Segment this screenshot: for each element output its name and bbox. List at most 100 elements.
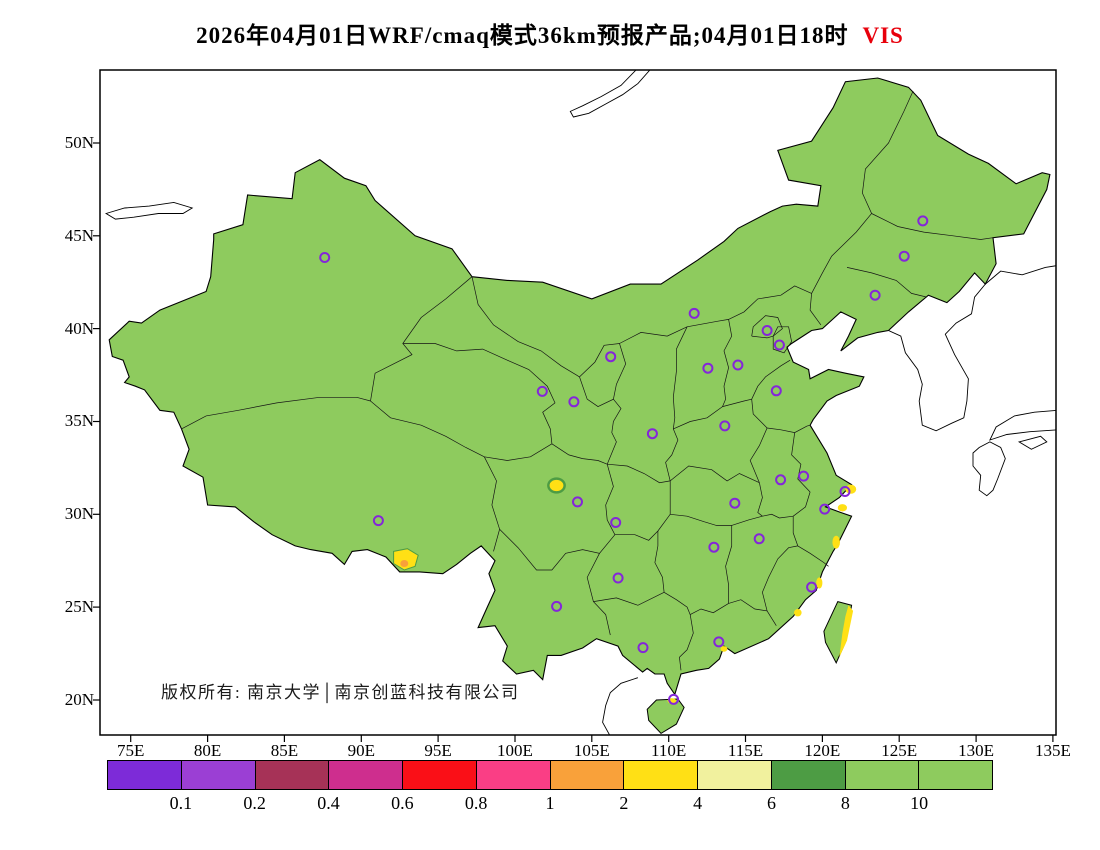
plot-title: 2026年04月01日WRF/cmaq模式36km预报产品;04月01日18时 V… [0,16,1100,50]
city-marker [610,517,622,528]
city-marker [753,533,765,545]
colorbar [107,760,993,790]
city-marker [568,396,580,408]
colorbar-tick-label: 4 [693,793,703,813]
foreign-coastline [972,441,1006,497]
colorbar-tick-label: 0.8 [464,793,488,813]
low-visibility-patch [794,609,802,617]
city-marker [713,636,725,648]
city-marker [319,252,331,263]
colorbar-tick-label: 1 [545,793,555,813]
colorbar-tick-label: 6 [767,793,776,813]
city-marker [637,642,649,654]
lon-tick-label: 75E [117,741,145,760]
city-marker [729,497,741,509]
colorbar-segment [329,761,403,789]
city-marker [719,420,731,432]
city-marker [917,215,929,227]
lon-tick-label: 100E [497,741,533,760]
city-marker [819,503,831,515]
copyright-text: 版权所有: 南京大学│南京创蓝科技有限公司 [161,683,520,702]
lon-tick-label: 95E [424,741,452,760]
lat-tick-label: 45N [64,225,94,245]
foreign-coastline [888,283,986,432]
city-marker [551,600,563,612]
lat-tick-label: 30N [64,504,94,524]
colorbar-segment [476,761,551,789]
low-visibility-patch [832,535,840,549]
colorbar-tick-label: 0.2 [243,793,266,813]
city-marker [605,351,617,363]
axis-ticks [93,142,1054,742]
lon-tick-label: 125E [881,741,918,760]
low-visibility-patch [393,548,419,571]
city-marker [798,470,810,482]
city-markers [319,215,929,705]
taiwan-island [823,601,853,664]
foreign-coastline [1017,435,1048,450]
foreign-coastline [569,70,651,118]
city-marker [761,325,773,336]
lon-tick-label: 90E [347,741,375,760]
city-marker [688,307,700,319]
lat-tick-label: 25N [64,597,94,617]
variable-label: VIS [862,23,904,48]
city-marker [839,486,851,497]
city-marker [536,385,548,397]
colorbar-segment [403,761,477,789]
colorbar-segment [624,761,698,789]
lon-tick-label: 120E [804,741,841,760]
low-visibility-patch [845,484,857,494]
colorbar-segment [550,761,625,789]
low-visibility-patch [400,560,409,567]
foreign-coastline [602,677,639,735]
lon-tick-label: 105E [573,741,610,760]
low-visibility-patch [549,479,564,492]
city-marker [646,428,658,440]
low-visibility-patch [839,605,854,658]
foreign-coastline [104,201,194,220]
lat-tick-label: 35N [64,411,94,431]
colorbar-segment [255,761,330,789]
low-visibility-patch [837,504,848,512]
city-marker [572,496,583,508]
lon-tick-label: 130E [958,741,995,760]
colorbar-segment [108,761,182,789]
china-region [108,77,1051,696]
lon-tick-label: 80E [193,741,222,760]
colorbar-tick-label: 0.6 [391,793,414,813]
city-marker [898,250,910,262]
city-marker [702,362,714,374]
lat-tick-label: 50N [64,132,94,152]
lon-tick-label: 135E [1034,741,1071,760]
city-marker [732,359,744,371]
colorbar-segment [845,761,920,789]
lat-tick-label: 40N [64,318,94,338]
city-marker [770,385,782,397]
lon-tick-label: 110E [651,741,687,760]
plot-title-text: 2026年04月01日WRF/cmaq模式36km预报产品;04月01日18时 [196,23,849,48]
lon-tick-label: 115E [727,741,764,760]
colorbar-segment [181,761,256,789]
city-marker [612,572,624,584]
city-marker [773,339,785,351]
city-marker [806,581,818,593]
hainan-island [646,698,685,735]
lat-tick-label: 20N [64,689,94,709]
lon-tick-label: 85E [270,741,299,760]
plot-border [99,69,1057,736]
foreign-coastline [985,265,1056,285]
colorbar-tick-label: 0.4 [317,793,340,813]
province-borders [181,90,994,671]
city-marker [869,289,881,301]
low-visibility-patch [720,646,728,652]
city-marker [668,693,680,705]
colorbar-tick-label: 8 [840,793,850,813]
city-marker [708,541,720,553]
colorbar-tick-label: 10 [910,793,929,813]
colorbar-tick-label: 2 [619,793,629,813]
city-marker [775,474,787,486]
colorbar-segment [919,761,992,789]
foreign-coastline [989,409,1056,441]
